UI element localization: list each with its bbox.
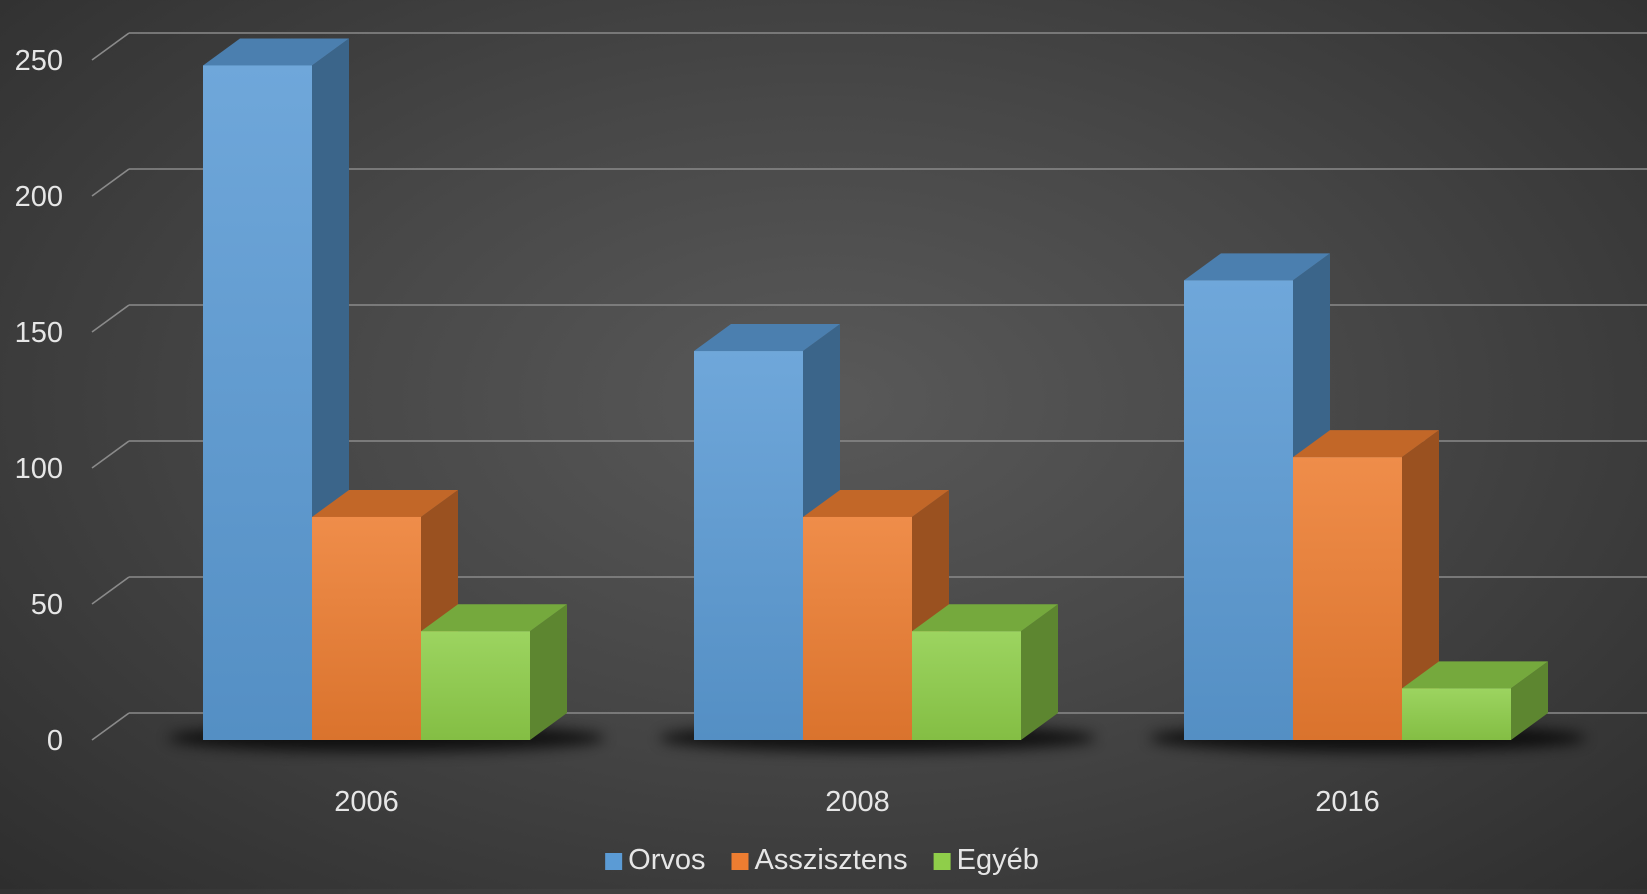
y-tick-label: 50 [31, 589, 63, 621]
bar-front [912, 631, 1021, 740]
y-tick-label: 100 [15, 453, 63, 485]
bar-top [694, 324, 840, 352]
legend-item-egyéb: Egyéb [933, 844, 1039, 876]
bar-top [203, 38, 349, 66]
bar-front [1402, 688, 1511, 740]
bar-egyéb-2008 [912, 604, 1058, 740]
gridline [91, 304, 1647, 333]
bar-side [1402, 430, 1439, 740]
bar-front [203, 65, 312, 740]
bar-top [421, 604, 567, 632]
legend-item-orvos: Orvos [605, 844, 706, 876]
bar-front [694, 351, 803, 740]
legend-label: Asszisztens [755, 844, 908, 876]
bar-orvos-2008 [694, 324, 840, 740]
legend-swatch [731, 853, 749, 870]
bar-top [803, 489, 949, 517]
y-axis: 0 50 100 150 200 250 [15, 45, 63, 757]
bar-front [803, 516, 912, 740]
bar-top [312, 489, 458, 517]
legend-label: Egyéb [957, 844, 1039, 876]
x-tick-label: 2016 [1315, 786, 1380, 818]
bar-top [912, 604, 1058, 632]
legend-swatch [605, 853, 623, 870]
x-tick-label: 2008 [825, 786, 890, 818]
y-tick-label: 0 [47, 725, 63, 757]
bar-side [530, 604, 567, 740]
bar-egyéb-2016 [1402, 661, 1548, 740]
bars [203, 38, 1548, 740]
bar-front [312, 516, 421, 740]
y-tick-label: 200 [15, 181, 63, 213]
x-tick-label: 2006 [334, 786, 399, 818]
bar-side [1511, 661, 1548, 740]
legend-label: Orvos [628, 844, 705, 876]
legend: Orvos Asszisztens Egyéb [605, 844, 1039, 876]
y-tick-label: 150 [15, 317, 63, 349]
bar-front [421, 631, 530, 740]
bar-asszisztens-2016 [1293, 430, 1439, 740]
bar-side [1021, 604, 1058, 740]
x-axis: 2006 2008 2016 [334, 786, 1380, 818]
bar-top [1184, 253, 1330, 281]
bar-egyéb-2006 [421, 604, 567, 740]
legend-swatch [933, 853, 951, 870]
bar-front [1184, 280, 1293, 740]
bar-top [1402, 661, 1548, 689]
legend-item-asszisztens: Asszisztens [731, 844, 908, 876]
gridline [91, 32, 1647, 61]
bar-front [1293, 457, 1402, 740]
gridline [91, 168, 1647, 197]
bar-top [1293, 430, 1439, 458]
y-tick-label: 250 [15, 45, 63, 77]
